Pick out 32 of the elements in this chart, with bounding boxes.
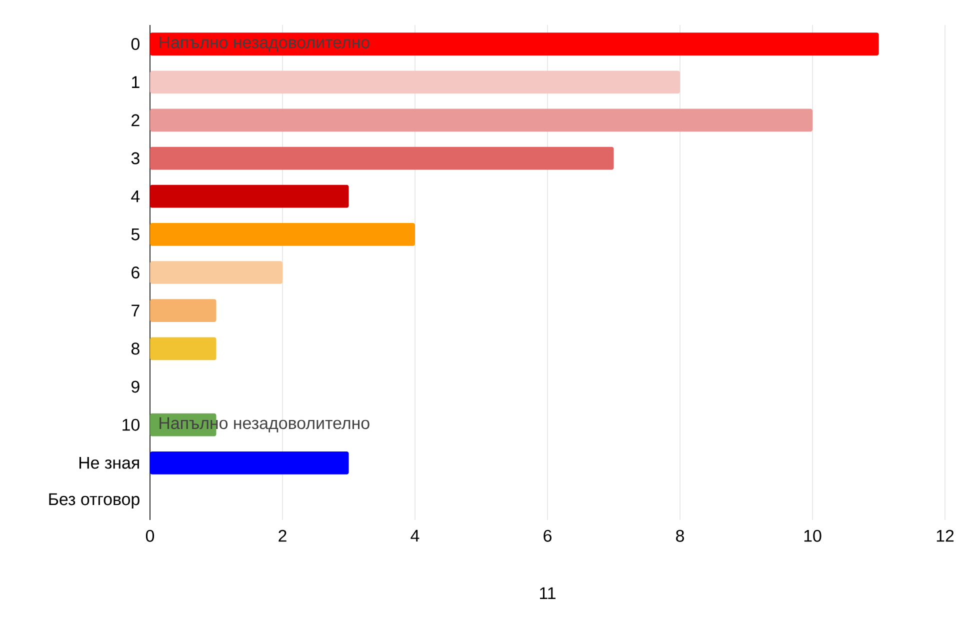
- bar: [150, 146, 614, 170]
- x-tick-label: 10: [804, 530, 822, 542]
- y-tick-label: Не зная: [79, 456, 139, 469]
- y-tick-label: 9: [132, 380, 140, 393]
- x-tick-label: 0: [146, 530, 154, 542]
- y-tick-label: 3: [131, 152, 140, 164]
- bar: [150, 70, 680, 94]
- bar: [150, 223, 416, 246]
- bar: [150, 299, 216, 322]
- x-axis-title: 11: [540, 587, 556, 599]
- bar: [150, 337, 216, 360]
- y-tick-label: 2: [132, 114, 140, 126]
- y-tick-label: 10: [122, 418, 140, 431]
- y-tick-label: 0: [131, 38, 140, 50]
- x-tick-label: 4: [410, 530, 420, 542]
- bar: [150, 108, 813, 132]
- y-tick-label: 1: [132, 76, 140, 88]
- x-tick-label: 12: [936, 530, 954, 542]
- x-tick-label: 8: [676, 530, 684, 542]
- bar: [150, 261, 282, 284]
- y-tick-label: 5: [131, 228, 140, 240]
- bar: [150, 32, 879, 56]
- bar: [150, 451, 349, 474]
- y-tick-label: 8: [131, 342, 140, 355]
- bar: [150, 184, 349, 208]
- y-tick-label: Без отговор: [49, 493, 140, 509]
- x-tick-label: 6: [544, 530, 552, 542]
- y-tick-label: 6: [132, 266, 140, 279]
- annotation: Напълно незадоволително: [160, 36, 370, 52]
- y-tick-label: 7: [132, 304, 140, 316]
- x-tick-label: 2: [278, 530, 286, 542]
- y-tick-label: 4: [131, 190, 140, 202]
